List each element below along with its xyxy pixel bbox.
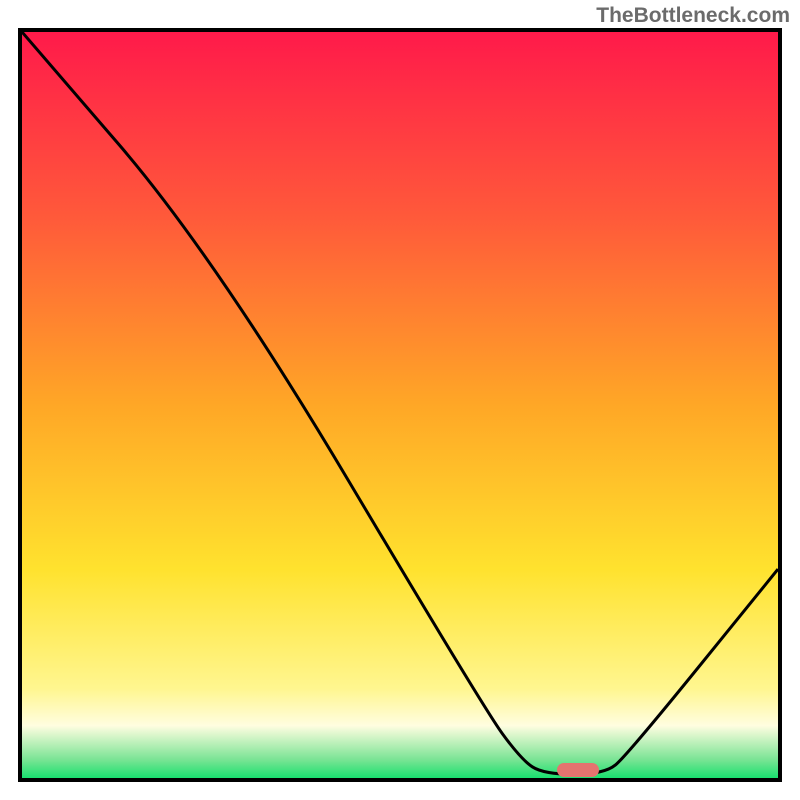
watermark-text: TheBottleneck.com [596,4,790,28]
bottleneck-curve [22,32,778,778]
optimal-marker [557,763,599,777]
chart-frame [18,28,782,782]
curve-path [22,32,778,774]
